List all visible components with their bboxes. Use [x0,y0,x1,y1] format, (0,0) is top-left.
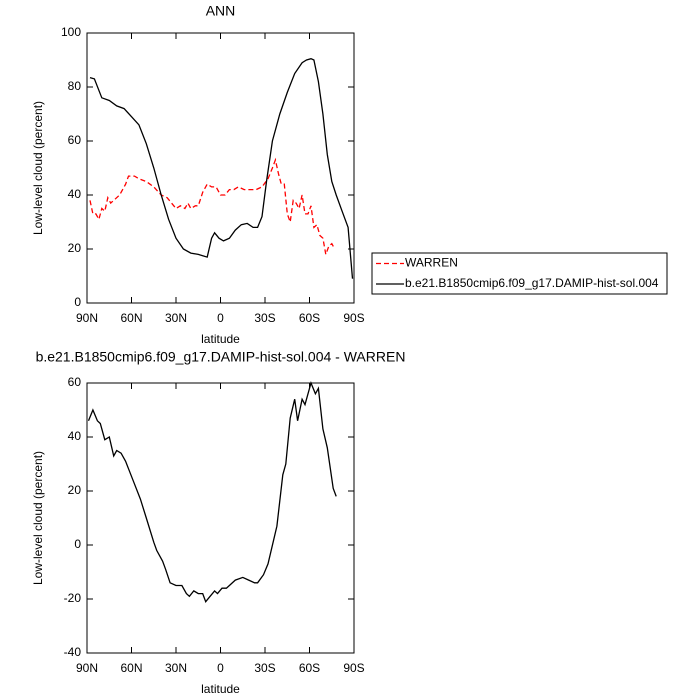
x-tick-label: 90N [76,661,98,675]
x-tick-label: 0 [217,661,224,675]
y-tick-label: -20 [64,591,82,605]
data-line [87,380,337,603]
y-tick-label: 60 [68,133,82,147]
x-tick-label: 0 [217,311,224,325]
x-axis-label: latitude [201,332,240,346]
legend-label: WARREN [405,256,458,270]
y-tick-label: 0 [74,295,81,309]
legend-label: b.e21.B1850cmip6.f09_g17.DAMIP-hist-sol.… [405,276,659,290]
legend-box [371,252,668,295]
chart-title: ANN [206,3,236,19]
x-tick-label: 60S [299,661,320,675]
x-tick-label: 30N [165,661,187,675]
x-tick-label: 30N [165,311,187,325]
x-tick-label: 90S [343,311,364,325]
y-tick-label: 20 [68,241,82,255]
y-tick-label: 40 [68,187,82,201]
chart-title: b.e21.B1850cmip6.f09_g17.DAMIP-hist-sol.… [36,349,406,365]
y-tick-label: 0 [74,537,81,551]
data-line [89,157,336,257]
x-axis-label: latitude [201,682,240,696]
x-tick-label: 30S [254,661,275,675]
y-axis-label: Low-level cloud (percent) [31,451,45,585]
y-axis-label: Low-level cloud (percent) [31,101,45,235]
plot-frame [86,32,355,304]
y-tick-label: 80 [68,79,82,93]
data-line [89,58,354,279]
x-tick-label: 90S [343,661,364,675]
y-tick-label: 60 [68,375,82,389]
x-tick-label: 60N [120,311,142,325]
plot-frame [86,382,355,654]
x-tick-label: 60S [299,311,320,325]
y-tick-label: 20 [68,483,82,497]
y-tick-label: -40 [64,645,82,659]
x-tick-label: 90N [76,311,98,325]
x-tick-label: 30S [254,311,275,325]
y-tick-label: 40 [68,429,82,443]
y-tick-label: 100 [61,25,81,39]
x-tick-label: 60N [120,661,142,675]
